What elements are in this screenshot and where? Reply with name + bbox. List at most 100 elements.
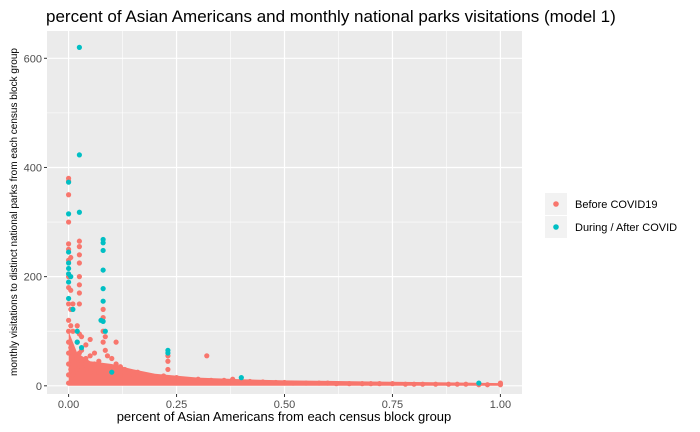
x-axis-ticks: 0.00 0.25 0.50 0.75 1.00 xyxy=(58,394,511,411)
point-before xyxy=(165,366,171,373)
point-before xyxy=(204,353,210,359)
point-before xyxy=(165,358,171,364)
point-before xyxy=(346,381,352,387)
point-during xyxy=(98,317,104,323)
point-before xyxy=(173,375,180,381)
point-before xyxy=(70,301,76,307)
point-before xyxy=(433,381,439,387)
point-before xyxy=(463,381,469,387)
point-before xyxy=(217,378,223,385)
point-before xyxy=(65,301,72,307)
x-tick-label: 0.75 xyxy=(382,399,403,411)
legend-label: During / After COVID xyxy=(575,222,677,234)
point-before xyxy=(316,380,322,386)
point-before xyxy=(109,355,115,362)
point-before xyxy=(454,381,460,387)
point-before xyxy=(70,372,76,378)
point-before xyxy=(76,260,82,266)
point-before xyxy=(78,334,85,340)
point-during xyxy=(100,247,106,254)
point-before xyxy=(74,323,80,329)
legend-label: Before COVID19 xyxy=(575,199,658,211)
dense-point-band xyxy=(68,331,501,386)
point-before xyxy=(359,381,365,387)
point-before xyxy=(91,350,98,356)
point-during xyxy=(78,345,85,351)
point-before xyxy=(76,238,82,244)
point-before xyxy=(65,372,72,378)
point-during xyxy=(68,274,74,280)
point-before xyxy=(91,361,98,367)
point-before xyxy=(368,381,374,387)
point-during xyxy=(65,265,72,272)
point-before xyxy=(100,306,106,312)
point-before xyxy=(195,376,201,382)
point-before xyxy=(325,380,331,386)
point-during xyxy=(165,350,171,356)
y-tick-label: 400 xyxy=(24,162,42,174)
point-before xyxy=(83,355,89,362)
point-before xyxy=(68,323,74,329)
point-before xyxy=(76,274,82,280)
x-tick-label: 0.50 xyxy=(274,399,295,411)
point-before xyxy=(186,377,193,383)
point-during xyxy=(102,328,108,334)
point-before xyxy=(221,377,227,383)
y-axis-label: monthly visitations to distinct national… xyxy=(9,48,20,376)
point-during xyxy=(74,339,80,345)
point-before xyxy=(376,381,383,387)
y-tick-label: 200 xyxy=(24,272,42,284)
point-during xyxy=(476,380,482,386)
legend: Before COVID19 During / After COVID xyxy=(545,193,677,238)
point-before xyxy=(117,372,124,378)
point-before xyxy=(65,350,72,356)
point-before xyxy=(143,373,149,379)
point-during xyxy=(65,279,72,285)
point-before xyxy=(96,358,102,364)
band-area xyxy=(68,331,501,386)
point-before xyxy=(68,345,74,351)
point-before xyxy=(117,364,124,370)
point-during xyxy=(65,295,72,302)
point-before xyxy=(76,244,82,250)
point-before xyxy=(126,369,132,375)
point-during xyxy=(109,369,115,375)
point-before xyxy=(87,369,93,375)
point-before xyxy=(497,380,504,386)
point-before xyxy=(65,380,72,386)
legend-marker xyxy=(553,224,559,230)
point-before xyxy=(100,339,106,345)
point-before xyxy=(160,373,167,379)
x-axis-label: percent of Asian Americans from each cen… xyxy=(117,409,452,424)
point-during xyxy=(65,249,72,255)
legend-marker xyxy=(553,201,559,207)
y-tick-label: 0 xyxy=(36,381,42,393)
point-during xyxy=(100,298,106,304)
point-before xyxy=(83,342,89,348)
point-before xyxy=(208,377,214,383)
point-before xyxy=(87,353,93,359)
point-before xyxy=(230,376,236,382)
point-before xyxy=(83,366,89,373)
chart-title: percent of Asian Americans and monthly n… xyxy=(46,7,616,26)
point-during xyxy=(70,306,76,312)
point-during xyxy=(76,152,82,158)
point-before xyxy=(65,219,72,225)
point-before xyxy=(70,350,76,356)
point-before xyxy=(247,378,253,385)
y-tick-label: 600 xyxy=(24,53,42,65)
point-before xyxy=(78,361,85,367)
point-before xyxy=(65,241,72,247)
point-before xyxy=(333,381,339,387)
point-during xyxy=(100,240,106,246)
point-before xyxy=(113,361,119,367)
point-before xyxy=(102,334,108,340)
point-before xyxy=(484,382,491,388)
point-before xyxy=(122,366,128,373)
point-before xyxy=(76,290,82,296)
point-before xyxy=(104,364,111,370)
point-before xyxy=(290,380,296,386)
point-before xyxy=(65,192,72,198)
x-tick-label: 0.00 xyxy=(58,399,79,411)
